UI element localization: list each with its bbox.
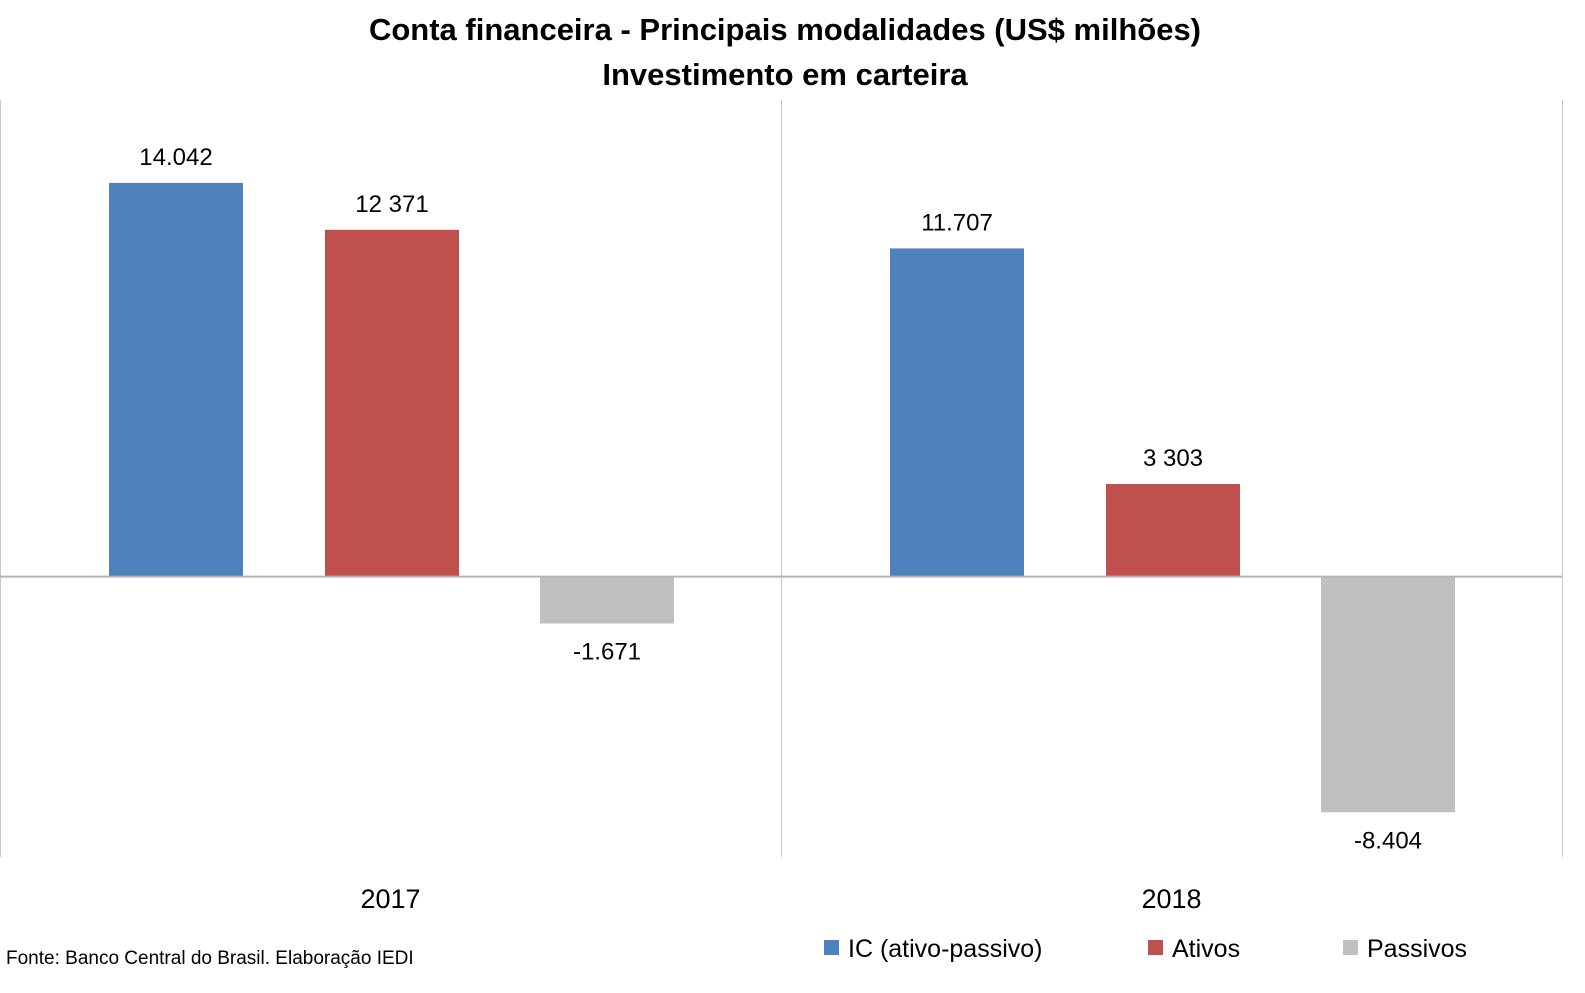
data-label: 3 303 xyxy=(1143,445,1203,472)
chart-title: Conta financeira - Principais modalidade… xyxy=(369,12,1201,47)
legend-swatch xyxy=(824,940,839,955)
legend-swatch xyxy=(1343,940,1358,955)
data-label: 14.042 xyxy=(139,144,212,171)
bar-ic-ativo-passivo--2018 xyxy=(890,248,1024,577)
x-tick-label: 2017 xyxy=(360,884,420,914)
bar-ativos-2017 xyxy=(325,229,459,577)
bar-passivos-2017 xyxy=(540,576,674,624)
bar-ativos-2018 xyxy=(1106,484,1240,577)
legend-label: Passivos xyxy=(1367,935,1467,963)
bar-ic-ativo-passivo--2017 xyxy=(109,182,243,577)
x-tick-label: 2018 xyxy=(1141,884,1201,914)
data-label: 11.707 xyxy=(921,209,993,236)
chart-subtitle: Investimento em carteira xyxy=(602,57,968,92)
legend-label: Ativos xyxy=(1172,935,1240,963)
source-note: Fonte: Banco Central do Brasil. Elaboraç… xyxy=(6,948,414,969)
data-label: -1.671 xyxy=(573,638,641,665)
legend-label: IC (ativo-passivo) xyxy=(848,935,1043,963)
data-label: 12 371 xyxy=(355,191,428,218)
bar-passivos-2018 xyxy=(1321,576,1455,813)
legend-swatch xyxy=(1148,940,1163,955)
data-label: -8.404 xyxy=(1354,827,1422,854)
legend: IC (ativo-passivo) Ativos Passivos xyxy=(824,935,1467,963)
